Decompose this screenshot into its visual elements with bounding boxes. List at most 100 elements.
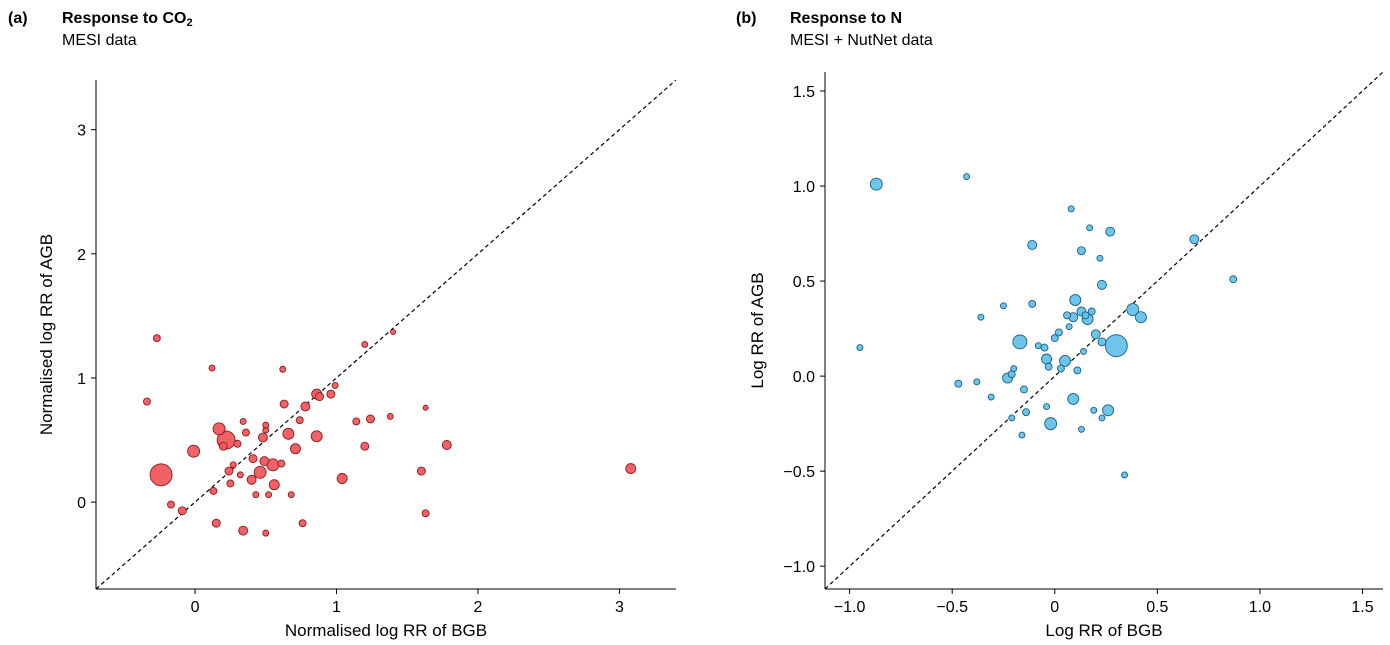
panel-a-point-47 [352, 417, 361, 426]
panel-b-point-4 [973, 378, 981, 386]
panel-a-subtitle: MESI data [62, 32, 137, 49]
panel-b-point-32 [1067, 392, 1080, 405]
panel-b-point-24 [1050, 334, 1059, 343]
panel-a-y-tick-label-3: 3 [77, 123, 86, 140]
panel-a-point-51 [386, 412, 394, 420]
panel-a-x-tick-label-2: 2 [473, 599, 482, 616]
panel-b-point-27 [1059, 354, 1071, 367]
panel-b-point-14 [1020, 385, 1028, 394]
panel-b-point-26 [1056, 364, 1065, 373]
panel-b-point-22 [1044, 362, 1053, 371]
panel-a-point-46 [336, 473, 348, 484]
panel-b-y-tick-label-1: −0.5 [783, 464, 815, 481]
panel-a-point-5 [187, 444, 201, 458]
panel-b-point-19 [1040, 343, 1049, 352]
panel-b-y-tick-label-4: 1.0 [793, 179, 815, 196]
panel-b-point-51 [1104, 334, 1128, 358]
panel-a-x-tick-label-0: 0 [191, 599, 200, 616]
panel-a-point-18 [242, 428, 250, 437]
panel-b-x-tick-label-0: −1.0 [834, 599, 866, 616]
panel-a-point-8 [211, 518, 221, 528]
panel-a-point-32 [277, 459, 286, 468]
panel-a-point-15 [233, 439, 242, 448]
panel-a-point-55 [421, 509, 430, 518]
panel-a-point-19 [238, 525, 249, 536]
panel-a-point-39 [298, 519, 307, 528]
panel-a-point-36 [287, 491, 295, 499]
panel-b-point-34 [1073, 366, 1082, 375]
panel-b-point-54 [1134, 311, 1147, 324]
panel-a-point-49 [361, 340, 369, 348]
panel-b-point-53 [1126, 303, 1140, 317]
panel-b-point-23 [1044, 417, 1058, 431]
panel-a-y-tick-label-0: 0 [77, 495, 86, 512]
panel-a-label: (a) [8, 10, 28, 27]
panel-a-point-34 [279, 399, 289, 409]
panel-b-x-tick-label-1: −0.5 [936, 599, 968, 616]
panel-a-point-17 [239, 417, 247, 425]
panel-a-point-16 [236, 471, 244, 479]
panel-a-point-4 [177, 506, 187, 516]
panel-b-point-20 [1043, 403, 1051, 410]
panel-b-x-tick-label-3: 0.5 [1146, 599, 1168, 616]
panel-a-point-9 [212, 422, 226, 436]
panel-b-point-28 [1063, 311, 1072, 320]
panel-b-subtitle: MESI + NutNet data [790, 32, 933, 49]
panel-b-point-41 [1086, 224, 1094, 232]
panel-b-point-37 [1077, 425, 1085, 433]
panel-b-point-33 [1069, 294, 1082, 307]
panel-a-x-tick-label-1: 1 [332, 599, 341, 616]
panel-a-plot: 0 1 2 3 0 1 2 3 Normalised log RR of BGB Normalis… [37, 80, 676, 640]
panel-b-y-tick-label-0: −1.0 [783, 559, 815, 576]
panel-a-x-tick-label-3: 3 [615, 599, 624, 616]
panel-b-plot: −1.0 −0.5 0 0.5 1.0 1.5 −1.0 −0.5 0.0 0.5 1.0 1.5 Lo… [748, 72, 1383, 640]
panel-a-point-20 [246, 474, 257, 485]
panel-b-point-55 [1189, 234, 1200, 245]
panel-a-point-22 [252, 491, 260, 499]
panel-a-point-53 [416, 466, 426, 476]
panel-b-point-18 [1034, 342, 1042, 350]
panel-a-point-0 [149, 463, 173, 487]
panel-b-point-44 [1090, 329, 1101, 340]
panel-a-point-31 [268, 479, 280, 491]
panel-a-point-48 [360, 441, 370, 451]
panel-b-x-tick-label-2: 0 [1050, 599, 1059, 616]
panel-b-x-axis-label: Log RR of BGB [1045, 621, 1162, 640]
panel-b-point-47 [1096, 279, 1107, 290]
panel-b-point-16 [1027, 240, 1038, 250]
panel-a-point-42 [310, 430, 323, 443]
panel-b-point-15 [1022, 408, 1030, 417]
panel-a-point-54 [422, 404, 429, 411]
panel-a-point-6 [208, 364, 216, 372]
panel-a-point-57 [625, 463, 637, 475]
panel-a-y-tick-label-1: 1 [77, 371, 86, 388]
panel-a-y-tick-label-2: 2 [77, 247, 86, 264]
panel-a-point-43 [315, 392, 324, 402]
panel-b-point-46 [1097, 337, 1107, 347]
panel-a-point-14 [229, 461, 237, 469]
panel-a-point-10 [218, 441, 228, 451]
panel-b-point-38 [1080, 347, 1087, 355]
panel-b-point-45 [1096, 254, 1104, 262]
panel-a-title-main: Response to CO [62, 10, 187, 27]
panel-b-point-12 [1012, 334, 1028, 350]
panel-b-point-52 [1121, 471, 1128, 479]
panel-a-point-25 [259, 456, 270, 467]
panel-b-point-0 [869, 177, 883, 191]
panel-b-y-tick-label-3: 0.5 [793, 274, 815, 291]
panel-a-point-40 [300, 401, 311, 412]
panel-b-point-56 [1229, 275, 1238, 284]
panel-b-title: Response to N [790, 10, 902, 29]
panel-a-point-29 [265, 491, 273, 499]
panel-a-point-12 [224, 466, 234, 476]
panel-b-point-5 [977, 313, 985, 321]
panel-a-point-2 [142, 397, 151, 406]
panel-b-point-21 [1041, 353, 1053, 365]
panel-b-point-25 [1054, 328, 1063, 337]
panel-b-point-43 [1090, 406, 1098, 414]
panel-b-y-tick-label-5: 1.5 [793, 84, 815, 101]
panel-a-point-33 [279, 365, 287, 373]
panel-a-point-56 [441, 440, 452, 450]
panel-a-point-24 [257, 432, 268, 443]
panel-b-y-tick-label-2: 0.0 [793, 369, 815, 386]
